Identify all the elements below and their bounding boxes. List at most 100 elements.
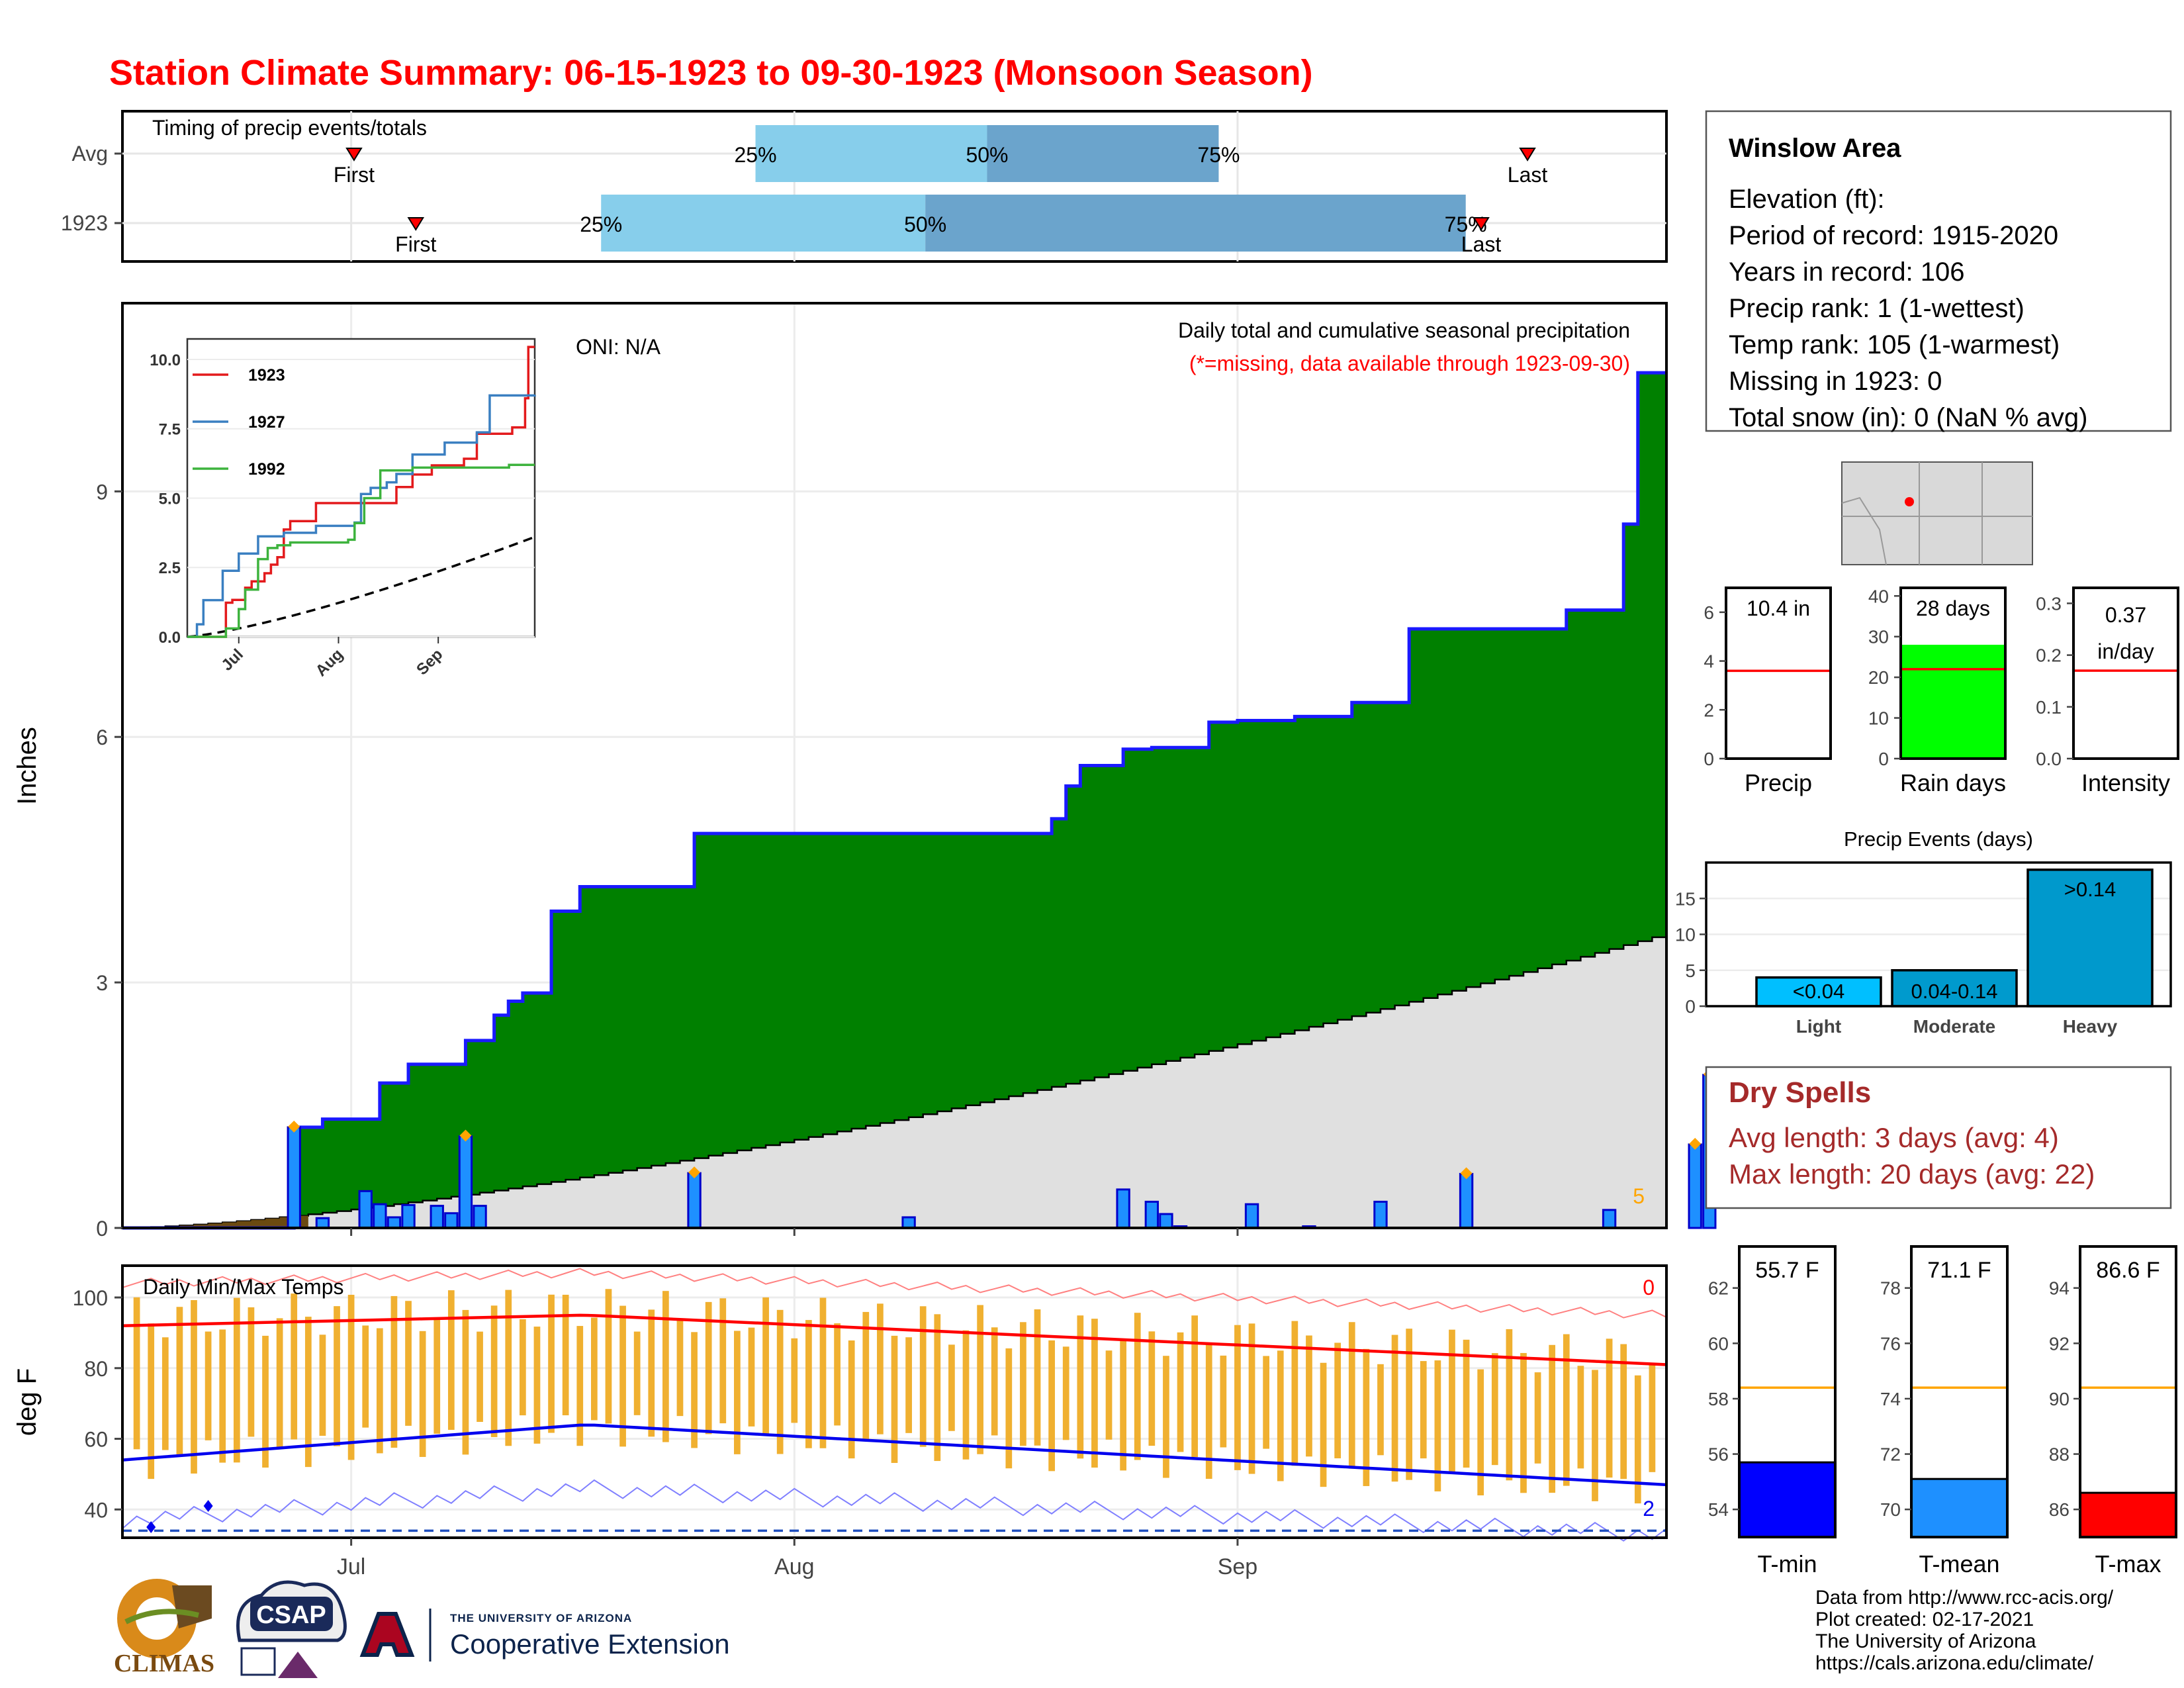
row-label: Avg: [71, 142, 108, 165]
daily-temp-bar: [1191, 1315, 1198, 1458]
y-tick-label: 20: [1868, 667, 1889, 688]
daily-temp-bar: [1005, 1348, 1013, 1469]
daily-precip-bar: [901, 1216, 916, 1229]
y-tick-label: 78: [1880, 1278, 1901, 1299]
avg-min-line: [122, 1423, 1667, 1487]
dry-title: Dry Spells: [1729, 1076, 1871, 1109]
quartile-bar-light: [601, 195, 926, 252]
bar-frame: [1899, 586, 2007, 760]
daily-temp-bar: [1449, 1329, 1455, 1472]
daily-temp-bar: [648, 1309, 655, 1437]
y-tick-label: 0: [1704, 749, 1714, 769]
daily-temp-bar: [1034, 1309, 1041, 1446]
y-tick-label: 80: [84, 1357, 108, 1381]
daily-temp-bar: [1348, 1322, 1355, 1469]
inset-y-tick: 7.5: [159, 421, 181, 439]
y-tick-label: 0.2: [2036, 645, 2062, 666]
bar-label: Rain days: [1900, 769, 2006, 796]
daily-temp-bar: [304, 1317, 312, 1468]
daily-temp-bar: [133, 1297, 140, 1450]
station-frame: [1705, 110, 2172, 432]
y-tick-label: 4: [1704, 651, 1714, 672]
x-tick-label: Sep: [1218, 1554, 1258, 1579]
map-frame: [1841, 461, 2033, 565]
avg-max-line: [122, 1313, 1667, 1366]
dry-spells-box: Dry Spells Avg length: 3 days (avg: 4) Max…: [1705, 1066, 2172, 1209]
value-bar: [2079, 1491, 2177, 1538]
daily-temp-bar: [548, 1294, 555, 1433]
quartile-label: 25%: [735, 143, 777, 167]
record-high-line: [122, 1268, 1667, 1319]
corner-value: 5: [1633, 1184, 1645, 1208]
daily-temp-bar: [1477, 1369, 1484, 1496]
y-axis-label: deg F: [13, 1368, 42, 1436]
y-tick-label: 0.3: [2036, 593, 2062, 614]
daily-precip-bar: [1373, 1200, 1388, 1229]
daily-temp-bar: [1606, 1338, 1613, 1478]
daily-temp-bar: [1177, 1332, 1184, 1452]
value-bar: [1901, 645, 2005, 759]
daily-temp-bar: [862, 1311, 870, 1440]
daily-precip-bar: [401, 1203, 416, 1229]
daily-precip-bar: [373, 1203, 387, 1229]
ua-small-text: THE UNIVERSITY OF ARIZONA: [450, 1612, 632, 1624]
y-tick-label: 100: [73, 1286, 108, 1310]
daily-temp-bar: [405, 1301, 412, 1426]
value-label: 71.1 F: [1927, 1258, 1991, 1283]
y-tick-label: 72: [1880, 1444, 1901, 1465]
csap-logo-badge: [250, 1597, 333, 1631]
summary-bars: 0 2 4 6 10.4 in Precip 0 10 20 30 40 28 days Rain da…: [1704, 586, 2179, 796]
inset-y-tick: 0.0: [159, 629, 181, 647]
daily-temp-bar: [1434, 1360, 1441, 1492]
y-axis-label: Inches: [13, 727, 42, 805]
value-label: 28 days: [1916, 596, 1990, 620]
y-tick-label: 90: [2049, 1389, 2070, 1409]
quartile-bar-dark: [987, 125, 1219, 182]
extreme-marker: [1689, 1137, 1702, 1150]
daily-precip-bar: [687, 1172, 702, 1229]
daily-temp-bar: [1534, 1372, 1541, 1464]
daily-precip-bar: [1459, 1172, 1474, 1229]
inset-y-tick: 10.0: [150, 352, 181, 369]
daily-temp-bar: [619, 1305, 626, 1447]
bar-frame: [1738, 1245, 1837, 1538]
daily-temp-bar: [1020, 1322, 1026, 1446]
x-tick-label: Jul: [337, 1554, 365, 1579]
quartile-label: 50%: [904, 212, 946, 236]
temperature-panel: 40 60 80 100 Jul Aug Sep Daily Min/Max Temps deg…: [13, 1264, 1668, 1579]
daily-temp-bar: [633, 1331, 641, 1415]
temp-panel-title: Daily Min/Max Temps: [143, 1275, 343, 1299]
climas-logo-text: CLIMAS: [114, 1650, 214, 1677]
daily-temp-bar: [805, 1320, 812, 1448]
station-line: Period of record: 1915-2020: [1729, 221, 2058, 250]
event-marker: [407, 217, 425, 231]
daily-precip-bar: [430, 1205, 444, 1229]
y-tick-label: 30: [1868, 627, 1889, 647]
daily-temp-bar: [662, 1291, 669, 1442]
daily-temp-bar: [691, 1332, 698, 1448]
event-bar-label: >0.14: [2064, 878, 2116, 901]
event-label: First: [334, 163, 375, 187]
record-marker: [203, 1499, 213, 1512]
y-tick-label: 40: [1868, 586, 1889, 606]
daily-temp-bar: [848, 1340, 855, 1459]
extreme-marker: [688, 1166, 701, 1179]
dry-frame: [1705, 1066, 2172, 1209]
daily-temp-bar: [390, 1295, 398, 1448]
y-tick-label: 15: [1675, 888, 1696, 909]
daily-temp-bar: [219, 1329, 226, 1463]
row-label: 1923: [61, 211, 108, 235]
daily-temp-bar: [1077, 1315, 1084, 1459]
daily-temp-bar: [962, 1330, 970, 1460]
inset-series-line: [187, 463, 535, 638]
daily-temp-bar: [605, 1289, 612, 1424]
daily-temp-bar: [1420, 1361, 1427, 1459]
cumulative-line: [122, 371, 1666, 1230]
y-tick-label: 3: [96, 971, 108, 995]
station-line: Years in record: 106: [1729, 258, 1965, 287]
daily-temp-bar: [891, 1335, 898, 1463]
csap-logo-text: CSAP: [256, 1601, 326, 1629]
source-line: Plot created: 02-17-2021: [1815, 1609, 2034, 1630]
quartile-label: 25%: [580, 212, 622, 236]
